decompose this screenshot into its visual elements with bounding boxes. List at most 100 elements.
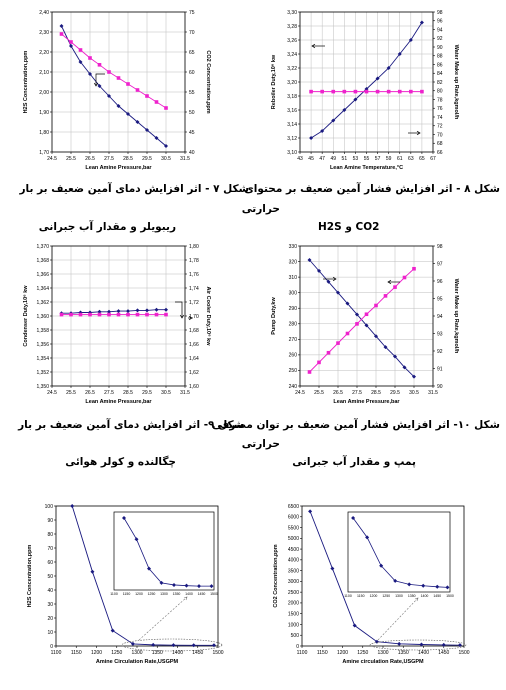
y-tick-label: 5000 <box>288 536 299 542</box>
y-tick-label: 3500 <box>288 568 299 574</box>
y2-tick-label: 55 <box>189 90 195 96</box>
inset-data-point <box>407 582 412 587</box>
series-1 <box>308 509 462 648</box>
inset-x-tick-label: 1450 <box>433 594 441 598</box>
x-tick-label: 1500 <box>212 650 223 656</box>
data-point <box>69 40 73 44</box>
direction-arrow-head <box>311 43 316 49</box>
inset-data-point <box>147 566 151 571</box>
y-tick-label: 80 <box>47 532 53 538</box>
inset-x-tick-label: 1250 <box>148 592 156 596</box>
y-tick-label: 1,360 <box>36 314 49 320</box>
data-point <box>78 312 83 317</box>
x-tick-label: 27.5 <box>352 390 362 396</box>
y2-tick-label: 1,74 <box>189 286 199 292</box>
data-point <box>383 345 388 350</box>
x-tick-label: 26.5 <box>85 156 95 162</box>
y2-tick-label: 96 <box>437 19 443 25</box>
x-tick-label: 1150 <box>317 650 328 656</box>
y-tick-label: 3000 <box>288 579 299 585</box>
x-axis-label: Amine circulation Rate,USGPM <box>342 659 424 665</box>
zoom-arrow-head <box>414 597 419 602</box>
data-point <box>345 331 350 336</box>
caption-fig10-line2: حرارتی <box>241 438 280 450</box>
direction-arrow <box>175 301 183 318</box>
data-point <box>386 66 391 70</box>
y2-tick-label: 86 <box>437 62 443 68</box>
y2-axis-label: Air Cooler Duty,10⁶ kw <box>205 287 211 347</box>
y-tick-label: 30 <box>47 602 53 608</box>
data-point <box>383 294 388 298</box>
data-point <box>393 354 397 359</box>
data-point <box>107 312 111 317</box>
x-tick-label: 24.5 <box>295 390 305 396</box>
y2-tick-label: 1,68 <box>189 328 199 334</box>
data-point <box>59 24 64 28</box>
x-tick-label: 31.5 <box>180 390 190 396</box>
data-point <box>345 301 350 306</box>
data-point <box>408 38 413 42</box>
data-point <box>374 334 378 339</box>
y-tick-label: 100 <box>45 504 54 510</box>
inset-x-tick-label: 1500 <box>210 592 218 596</box>
y-tick-label: 4500 <box>288 547 299 553</box>
x-tick-label: 55 <box>364 156 370 162</box>
series-line <box>309 511 460 646</box>
y-tick-label: 1,366 <box>36 272 49 278</box>
data-point <box>59 32 64 36</box>
x-tick-label: 1300 <box>131 650 142 656</box>
chart-condenser-aircooler-vs-pressure: 24.5 25.5 26.5 27.5 28.5 29.5 30.5 31.5 1,350 1,3… <box>20 240 220 414</box>
zoom-arrow <box>377 597 419 641</box>
y-tick-label: 330 <box>289 244 298 250</box>
x-tick-label: 31.5 <box>180 156 190 162</box>
y-tick-label: 5500 <box>288 525 299 531</box>
chart-pump-duty-vs-pressure: 24.5 25.5 26.5 27.5 28.5 29.5 30.5 31.5 240 250 26… <box>268 240 468 414</box>
x-tick-label: 1400 <box>172 650 183 656</box>
highlight-ellipse <box>369 639 467 651</box>
data-point <box>78 48 83 52</box>
data-point <box>171 643 176 648</box>
data-point <box>320 89 324 94</box>
y-tick-label: 1,354 <box>36 356 49 362</box>
direction-arrow-head <box>387 279 392 285</box>
y2-tick-label: 50 <box>189 110 195 116</box>
y-tick-label: 2,20 <box>39 50 49 56</box>
data-point <box>145 94 149 98</box>
y2-tick-label: 98 <box>437 10 443 16</box>
data-point <box>412 266 416 271</box>
y2-tick-label: 78 <box>437 97 443 103</box>
x-tick-label: 26.5 <box>85 390 95 396</box>
chart-co2-vs-circulation: 1100 1150 1200 1250 1300 1350 1400 1450 1500 0 500… <box>268 500 478 680</box>
x-tick-label: 29.5 <box>390 390 400 396</box>
series-1 <box>59 307 168 316</box>
x-tick-label: 1150 <box>71 650 82 656</box>
y2-tick-label: 98 <box>437 244 443 250</box>
data-point <box>151 642 156 647</box>
inset-series-line <box>123 517 212 587</box>
y-tick-label: 50 <box>47 574 53 580</box>
x-tick-label: 59 <box>386 156 392 162</box>
inset-x-tick-label: 1450 <box>198 592 206 596</box>
x-tick-label: 1450 <box>438 650 449 656</box>
y2-tick-label: 80 <box>437 89 443 95</box>
inset-x-tick-label: 1200 <box>370 594 378 598</box>
data-point <box>164 144 168 148</box>
y2-tick-label: 72 <box>437 124 443 130</box>
highlight-ellipse <box>121 638 223 652</box>
inset-x-tick-label: 1300 <box>395 594 403 598</box>
series-line <box>61 309 166 314</box>
x-tick-label: 31.5 <box>428 390 438 396</box>
data-point <box>342 89 347 94</box>
data-point <box>135 308 140 313</box>
data-point <box>409 89 413 94</box>
y2-tick-label: 1,80 <box>189 244 199 250</box>
y2-tick-label: 45 <box>189 130 195 136</box>
zoom-arrow-head <box>183 596 188 601</box>
y-tick-label: 3,10 <box>287 150 297 156</box>
y-tick-label: 1,352 <box>36 370 49 376</box>
x-tick-label: 47 <box>319 156 325 162</box>
x-tick-label: 63 <box>408 156 414 162</box>
x-tick-label: 51 <box>342 156 348 162</box>
data-point <box>326 350 331 355</box>
data-point <box>164 312 168 317</box>
